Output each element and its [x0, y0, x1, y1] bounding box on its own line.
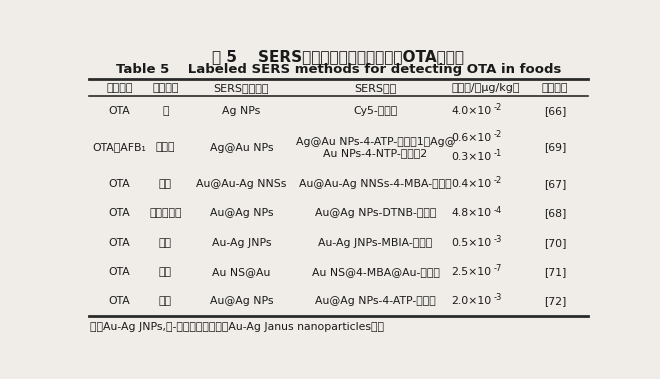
Text: 0.3×10: 0.3×10 — [451, 152, 492, 162]
Text: Au@Ag NPs: Au@Ag NPs — [210, 296, 273, 306]
Text: 红酒: 红酒 — [159, 267, 172, 277]
Text: [70]: [70] — [544, 238, 566, 247]
Text: [66]: [66] — [544, 106, 566, 116]
Text: 表 5    SERS间接检测技术检测食品中OTA的方法: 表 5 SERS间接检测技术检测食品中OTA的方法 — [213, 49, 464, 64]
Text: -3: -3 — [493, 293, 502, 302]
Text: Table 5    Labeled SERS methods for detecting OTA in foods: Table 5 Labeled SERS methods for detecti… — [115, 63, 561, 76]
Text: Au-Ag JNPs: Au-Ag JNPs — [212, 238, 271, 247]
Text: -4: -4 — [493, 205, 502, 215]
Text: OTA、AFB₁: OTA、AFB₁ — [93, 143, 147, 152]
Text: OTA: OTA — [109, 267, 131, 277]
Text: 0.6×10: 0.6×10 — [451, 133, 492, 143]
Text: Au NS@4-MBA@Au-适配体: Au NS@4-MBA@Au-适配体 — [312, 267, 440, 277]
Text: Au@Ag NPs-4-ATP-适配体: Au@Ag NPs-4-ATP-适配体 — [315, 296, 436, 306]
Text: 红酒、咖啡: 红酒、咖啡 — [149, 208, 182, 218]
Text: 0.4×10: 0.4×10 — [451, 179, 492, 189]
Text: [71]: [71] — [544, 267, 566, 277]
Text: [67]: [67] — [544, 179, 566, 189]
Text: 红酒: 红酒 — [159, 296, 172, 306]
Text: 玉米粉: 玉米粉 — [156, 143, 175, 152]
Text: OTA: OTA — [109, 296, 131, 306]
Text: -2: -2 — [493, 176, 502, 185]
Text: Au-Ag JNPs-MBIA-适配体: Au-Ag JNPs-MBIA-适配体 — [318, 238, 432, 247]
Text: 参考文献: 参考文献 — [542, 83, 568, 93]
Text: Ag@Au NPs: Ag@Au NPs — [210, 143, 273, 152]
Text: [72]: [72] — [544, 296, 566, 306]
Text: Au@Ag NPs: Au@Ag NPs — [210, 208, 273, 218]
Text: 2.5×10: 2.5×10 — [451, 267, 492, 277]
Text: 2.0×10: 2.0×10 — [451, 296, 492, 306]
Text: OTA: OTA — [109, 208, 131, 218]
Text: Ag NPs: Ag NPs — [222, 106, 261, 116]
Text: 4.0×10: 4.0×10 — [451, 106, 492, 116]
Text: -1: -1 — [493, 149, 502, 158]
Text: 检测限/（μg/kg）: 检测限/（μg/kg） — [451, 83, 520, 93]
Text: 0.5×10: 0.5×10 — [451, 238, 492, 247]
Text: Au@Au-Ag NNSs: Au@Au-Ag NNSs — [196, 179, 286, 189]
Text: 样本基质: 样本基质 — [152, 83, 179, 93]
Text: 红酒: 红酒 — [159, 179, 172, 189]
Text: [69]: [69] — [544, 143, 566, 152]
Text: OTA: OTA — [109, 106, 131, 116]
Text: -2: -2 — [493, 103, 502, 112]
Text: OTA: OTA — [109, 238, 131, 247]
Text: Au@Au-Ag NNSs-4-MBA-适配体: Au@Au-Ag NNSs-4-MBA-适配体 — [299, 179, 451, 189]
Text: 水: 水 — [162, 106, 169, 116]
Text: 真菌毒素: 真菌毒素 — [106, 83, 133, 93]
Text: 4.8×10: 4.8×10 — [451, 208, 492, 218]
Text: 注：Au-Ag JNPs,金-银双面纳米颗粒（Au-Ag Janus nanoparticles）。: 注：Au-Ag JNPs,金-银双面纳米颗粒（Au-Ag Janus nanop… — [90, 321, 384, 332]
Text: OTA: OTA — [109, 179, 131, 189]
Text: Au@Ag NPs-DTNB-适配体: Au@Ag NPs-DTNB-适配体 — [315, 208, 436, 218]
Text: Cy5-适配体: Cy5-适配体 — [353, 106, 397, 116]
Text: -3: -3 — [493, 235, 502, 244]
Text: 红酒: 红酒 — [159, 238, 172, 247]
Text: Au NS@Au: Au NS@Au — [212, 267, 271, 277]
Text: [68]: [68] — [544, 208, 566, 218]
Text: -7: -7 — [493, 264, 502, 273]
Text: SERS探针: SERS探针 — [354, 83, 397, 93]
Text: -2: -2 — [493, 130, 502, 139]
Text: SERS增强基底: SERS增强基底 — [214, 83, 269, 93]
Text: Ag@Au NPs-4-ATP-适配体1、Ag@
Au NPs-4-NTP-适配体2: Ag@Au NPs-4-ATP-适配体1、Ag@ Au NPs-4-NTP-适配… — [296, 137, 455, 158]
